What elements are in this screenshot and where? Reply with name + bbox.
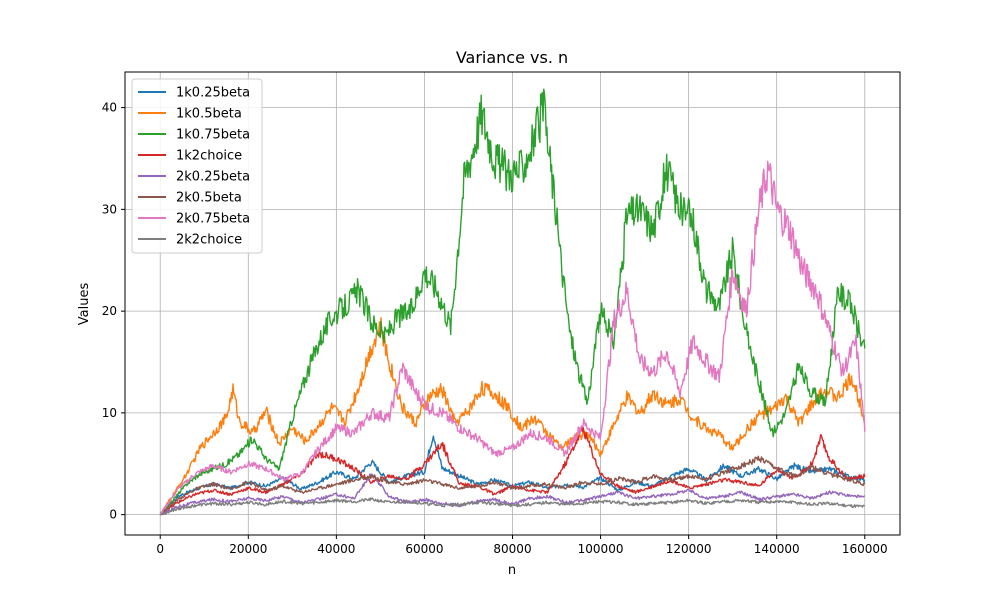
- x-tick-label: 40000: [317, 542, 355, 556]
- legend-box: [131, 78, 263, 254]
- y-tick-label: 0: [109, 508, 117, 522]
- legend-label: 2k0.25beta: [176, 170, 250, 185]
- y-axis-label: Values: [77, 283, 92, 326]
- series-2k0-5beta-line: [159, 455, 866, 516]
- x-tick-label: 140000: [754, 542, 800, 556]
- legend-label: 1k0.5beta: [176, 107, 242, 122]
- x-tick-label: 60000: [405, 542, 443, 556]
- x-tick-label: 20000: [229, 542, 267, 556]
- y-tick-label: 40: [102, 101, 117, 115]
- series-1k0-75beta-line: [159, 88, 866, 515]
- legend-label: 1k0.25beta: [176, 86, 250, 101]
- series-2k2choice-line: [160, 497, 865, 516]
- series-layer: [159, 88, 866, 516]
- legend-label: 2k2choice: [176, 233, 242, 248]
- x-tick-label: 120000: [666, 542, 712, 556]
- series-2k0-25beta-line: [159, 473, 865, 516]
- legend-label: 1k2choice: [176, 149, 242, 164]
- axis-ticks: 0 20000 40000 60000 80000 100000 120000 140000 1…: [102, 101, 888, 556]
- chart-title: Variance vs. n: [456, 48, 568, 67]
- legend: 1k0.25beta 1k0.5beta 1k0.75beta 1k2choice 2k…: [131, 78, 263, 254]
- series-1k0-5beta-line: [159, 317, 866, 516]
- legend-label: 1k0.75beta: [176, 128, 250, 143]
- x-tick-label: 80000: [493, 542, 531, 556]
- y-tick-label: 30: [102, 202, 117, 216]
- x-tick-label: 160000: [842, 542, 888, 556]
- y-tick-label: 20: [102, 304, 117, 318]
- y-tick-label: 10: [102, 406, 117, 420]
- x-tick-label: 0: [156, 542, 164, 556]
- legend-label: 2k0.75beta: [176, 212, 250, 227]
- legend-label: 2k0.5beta: [176, 191, 242, 206]
- x-tick-label: 100000: [578, 542, 624, 556]
- series-2k0-75beta-line: [159, 160, 866, 515]
- x-axis-label: n: [508, 563, 516, 578]
